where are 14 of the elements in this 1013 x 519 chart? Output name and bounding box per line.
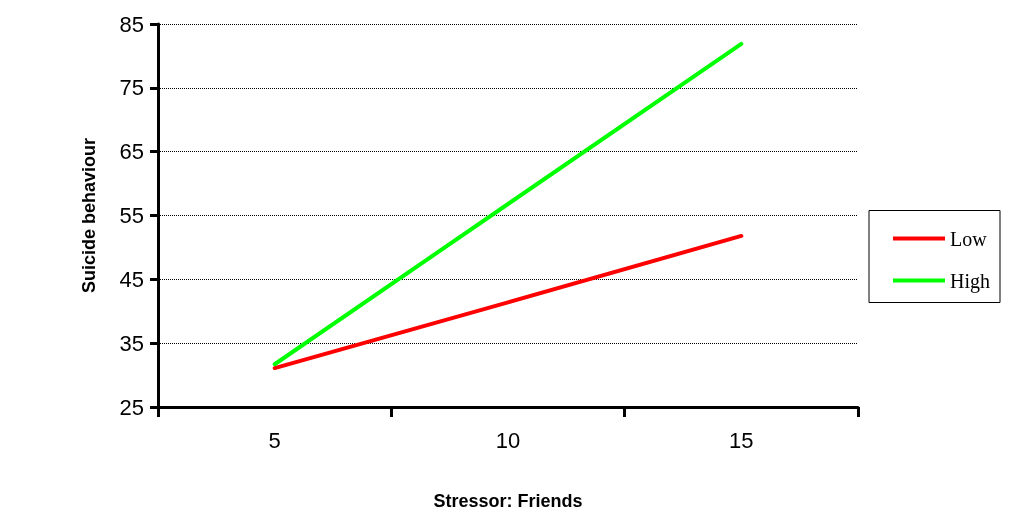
legend-label: High — [950, 269, 990, 293]
legend-label: Low — [950, 227, 988, 250]
x-tick-label: 5 — [268, 427, 281, 453]
y-tick-label: 25 — [119, 394, 144, 420]
y-tick-label: 45 — [119, 266, 144, 292]
y-tick-label: 55 — [119, 203, 144, 228]
x-axis-title: Stressor: Friends — [433, 491, 583, 511]
x-tick-label: 10 — [495, 427, 521, 453]
y-tick-label: 65 — [119, 139, 144, 165]
y-axis-title: Suicide behaviour — [79, 137, 99, 294]
y-tick-label: 85 — [119, 11, 144, 37]
y-tick-label: 35 — [119, 330, 144, 356]
x-tick-label: 15 — [729, 427, 754, 453]
y-tick-label: 75 — [119, 75, 144, 101]
